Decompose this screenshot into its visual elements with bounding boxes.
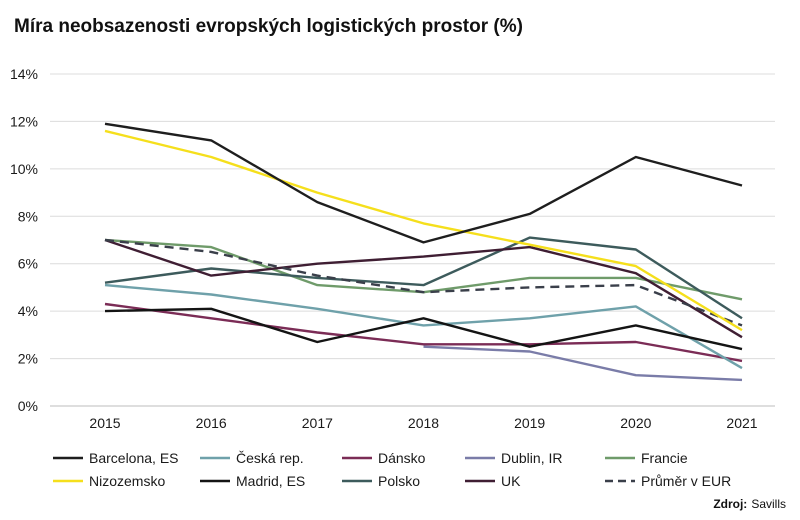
y-tick-label: 4%: [18, 303, 38, 319]
x-tick-label: 2019: [514, 415, 545, 431]
y-axis: 0% 2% 4% 6% 8% 10% 12% 14%: [10, 66, 38, 414]
series-line-4: [423, 345, 743, 382]
x-tick-label: 2021: [726, 415, 757, 431]
grid: [50, 73, 775, 407]
y-tick-label: 6%: [18, 256, 38, 272]
series-line-2: [104, 283, 743, 370]
series-line-9: [104, 238, 743, 339]
legend-label: Francie: [641, 450, 688, 466]
x-tick-label: 2016: [196, 415, 227, 431]
y-tick-label: 14%: [10, 66, 38, 82]
x-axis: 2015 2016 2017 2018 2019 2020 2021: [89, 415, 757, 431]
series-line-1: [104, 122, 743, 244]
legend-label: Česká rep.: [236, 450, 304, 466]
source-label: Zdroj:: [713, 497, 747, 511]
legend: Barcelona, ES Česká rep. Dánsko Dublin, IR F…: [53, 450, 731, 489]
series-line-10: [104, 238, 743, 327]
legend-label: Nizozemsko: [89, 473, 165, 489]
legend-label: Barcelona, ES: [89, 450, 179, 466]
legend-label: Polsko: [378, 473, 420, 489]
legend-label: Madrid, ES: [236, 473, 305, 489]
chart-title: Míra neobsazenosti evropských logistický…: [14, 16, 523, 37]
x-tick-label: 2017: [302, 415, 333, 431]
legend-label: UK: [501, 473, 521, 489]
x-tick-label: 2015: [89, 415, 120, 431]
series-line-3: [104, 302, 743, 363]
series-line-8: [104, 236, 743, 320]
y-tick-label: 12%: [10, 113, 38, 129]
y-tick-label: 2%: [18, 351, 38, 367]
x-tick-label: 2020: [620, 415, 651, 431]
legend-label: Dublin, IR: [501, 450, 562, 466]
y-tick-label: 10%: [10, 161, 38, 177]
y-tick-label: 8%: [18, 208, 38, 224]
source-value: Savills: [751, 497, 786, 511]
x-tick-label: 2018: [408, 415, 439, 431]
plot-area: [104, 122, 743, 382]
source-note: Zdroj: Savills: [713, 497, 786, 511]
series-line-7: [104, 307, 743, 351]
legend-label: Průměr v EUR: [641, 473, 731, 489]
series-line-6: [104, 129, 743, 332]
legend-label: Dánsko: [378, 450, 426, 466]
y-tick-label: 0%: [18, 398, 38, 414]
